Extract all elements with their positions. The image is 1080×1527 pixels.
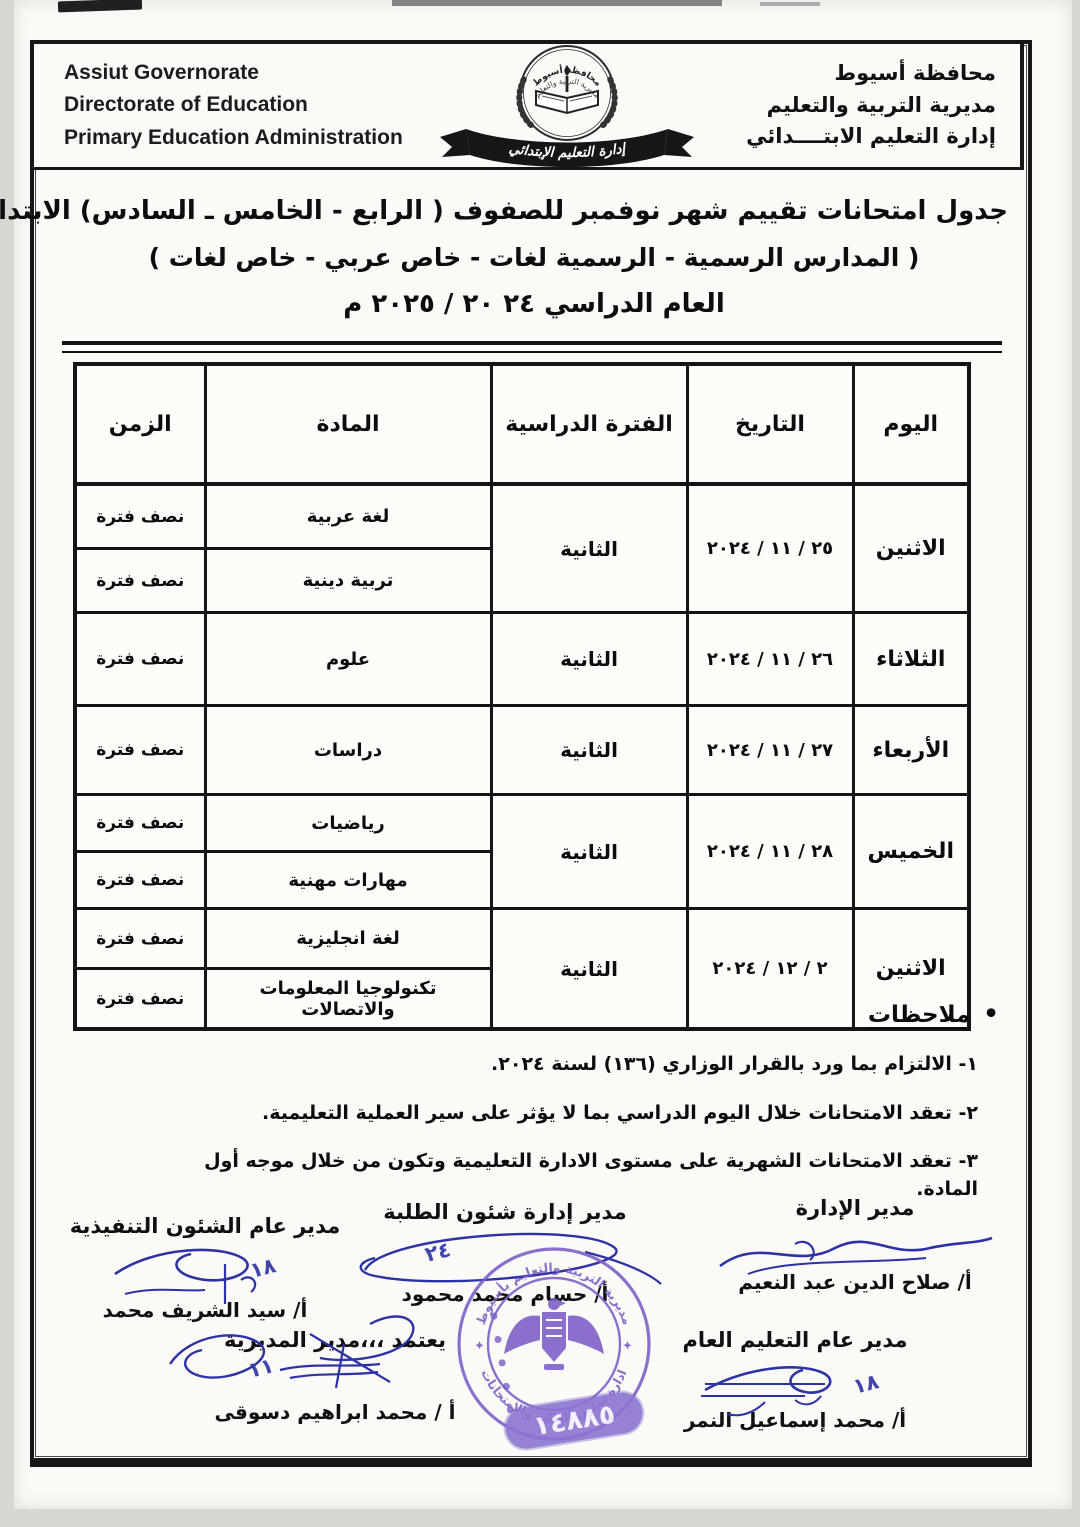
subject-cell: لغة انجليزية [203,907,493,970]
table-row: الاثنين ٢ / ١٢ / ٢٠٢٤ الثانية لغة انجليز… [73,907,971,1031]
table-row: تكنولوجيا المعلومات والاتصالات نصف فترة [73,967,969,1031]
subject-cell: مهارات مهنية [203,850,493,910]
document-title: جدول امتحانات تقييم شهر نوفمبر للصفوف ( … [0,196,1008,319]
day-cell: الأربعاء [851,704,971,796]
table-row: مهارات مهنية نصف فترة [73,850,969,910]
signature-block-director-of-administration: مدير الإدارة أ/ صلاح الدين عبد النعيم [710,1196,1000,1294]
table-row: الخميس ٢٨ / ١١ / ٢٠٢٤ الثانية رياضيات نص… [73,793,971,910]
header-date: التاريخ [685,362,855,486]
date-cell: ٢ / ١٢ / ٢٠٢٤ [685,907,855,1031]
signature-ink-digits: ٢٤ [422,1237,454,1267]
date-cell: ٢٦ / ١١ / ٢٠٢٤ [685,611,855,707]
period-cell: الثانية [489,704,689,796]
time-cell: نصف فترة [73,704,207,796]
table-row: الثلاثاء ٢٦ / ١١ / ٢٠٢٤ الثانية علوم نصف… [73,611,971,707]
header-time: الزمن [73,362,207,486]
time-cell: نصف فترة [73,907,207,970]
day-cell: الاثنين [851,907,971,1031]
note-item: ٢- تعقد الامتحانات خلال اليوم الدراسي بم… [262,1101,978,1124]
signature-name: أ/ سيد الشريف محمد [102,1298,308,1322]
time-cell: نصف فترة [73,793,207,853]
signature-name: أ / محمد ابراهيم دسوقى [214,1400,456,1424]
date-cell: ٢٥ / ١١ / ٢٠٢٤ [685,482,855,614]
signature-ink-digits: ١٨ [850,1369,882,1399]
notes-section: • ملاحظات ١- الالتزام بما ورد بالقرار ال… [200,1000,1000,1203]
time-cell: نصف فترة [73,967,207,1031]
signature-name: أ/ حسام محمد محمود [401,1282,609,1306]
title-line-2: ( المدارس الرسمية - الرسمية لغات - خاص ع… [148,243,920,272]
laurel-left [516,75,534,128]
subject-cell: لغة عربية [203,482,493,550]
subject-cell: علوم [203,611,493,707]
governorate-name-ar: محافظة أسيوط [834,61,996,86]
signature-title: مدير الإدارة [795,1196,915,1220]
date-cell: ٢٨ / ١١ / ٢٠٢٤ [685,793,855,910]
eagle-emblem [504,1298,604,1370]
note-item: ١- الالتزام بما ورد بالقرار الوزاري (١٣٦… [491,1053,978,1075]
period-cell: الثانية [489,907,689,1031]
table-header-row: اليوم التاريخ الفترة الدراسية المادة الز… [73,362,971,486]
svg-text:✦: ✦ [622,1339,633,1354]
period-cell: الثانية [489,793,689,910]
day-cell: الثلاثاء [851,611,971,707]
administration-name-en: Primary Education Administration [64,125,403,149]
day-cell: الاثنين [851,482,971,614]
signature-name: أ/ محمد إسماعيل النمر [683,1408,907,1432]
table-row: الأربعاء ٢٧ / ١١ / ٢٠٢٤ الثانية دراسات ن… [73,704,971,796]
notes-bullet: • [982,997,1000,1032]
scan-artifact [392,0,722,6]
signature-block-directorate-director-approval: يعتمد ،،،مدير المديرية ١١ أ / محمد ابراه… [169,1315,480,1424]
subject-cell: تربية دينية [203,547,493,614]
signature-title: مدير عام الشئون التنفيذية [69,1214,341,1238]
notes-heading: ملاحظات [867,1002,971,1028]
torch-flame [564,64,570,76]
header-day: اليوم [851,362,971,486]
signature-name: أ/ صلاح الدين عبد النعيم [738,1270,972,1294]
signature-ink-digits: ١١ [245,1353,277,1383]
note-item: ٣- تعقد الامتحانات الشهرية على مستوى الا… [204,1150,978,1200]
signature-block-general-education-director: مدير عام التعليم العام ١٨ أ/ محمد إسماعي… [645,1328,945,1432]
letterhead: Assiut Governorate Directorate of Educat… [30,40,1024,170]
scan-artifact [760,2,820,6]
period-cell: الثانية [489,482,689,614]
laurel-right [600,75,618,128]
svg-text:✦: ✦ [474,1339,485,1354]
header-period: الفترة الدراسية [489,362,689,486]
education-seal-icon: محافظة أسيوط مديرية التربية والتعليم إدا… [440,44,694,167]
subject-cell: رياضيات [203,793,493,853]
date-cell: ٢٧ / ١١ / ٢٠٢٤ [685,704,855,796]
education-logo: محافظة أسيوط مديرية التربية والتعليم إدا… [414,43,720,169]
signature-ink-digits: ١٨ [247,1253,279,1283]
title-divider [62,341,1002,353]
signature-block-executive-affairs-director: مدير عام الشئون التنفيذية ١٨ أ/ سيد الشر… [55,1214,355,1322]
day-cell: الخميس [851,793,971,910]
directorate-name-en: Directorate of Education [64,93,308,117]
title-line-1: جدول امتحانات تقييم شهر نوفمبر للصفوف ( … [0,196,1008,226]
time-cell: نصف فترة [73,850,207,910]
administration-name-ar: إدارة التعليم الابتــــدائي [746,124,996,149]
directorate-name-ar: مديرية التربية والتعليم [766,92,996,117]
header-subject: المادة [203,362,493,486]
period-cell: الثانية [489,611,689,707]
governorate-name-en: Assiut Governorate [64,60,259,84]
subject-cell: تكنولوجيا المعلومات والاتصالات [203,967,493,1031]
ribbon-banner [466,128,668,167]
letterhead-english: Assiut Governorate Directorate of Educat… [34,57,414,155]
table-row: تربية دينية نصف فترة [73,547,969,614]
title-line-3: العام الدراسي ٢٤ ٢٠ / ٢٠٢٥ م [343,289,725,319]
subject-cell: دراسات [203,704,493,796]
letterhead-arabic: محافظة أسيوط مديرية التربية والتعليم إدا… [720,58,1020,153]
time-cell: نصف فترة [73,482,207,550]
time-cell: نصف فترة [73,547,207,614]
signature-title: مدير عام التعليم العام [682,1328,908,1352]
signature-title: مدير إدارة شئون الطلبة [383,1200,627,1224]
logo-banner-text: إدارة التعليم الإبتدائي [508,140,629,161]
exam-schedule-table: اليوم التاريخ الفترة الدراسية المادة الز… [73,362,971,1031]
time-cell: نصف فترة [73,611,207,707]
signature-block-student-affairs-director: مدير إدارة شئون الطلبة ٢٤ أ/ حسام محمد م… [355,1200,662,1306]
table-row: الاثنين ٢٥ / ١١ / ٢٠٢٤ الثانية لغة عربية… [73,482,971,614]
signature-title: يعتمد ،،،مدير المديرية [223,1328,447,1352]
